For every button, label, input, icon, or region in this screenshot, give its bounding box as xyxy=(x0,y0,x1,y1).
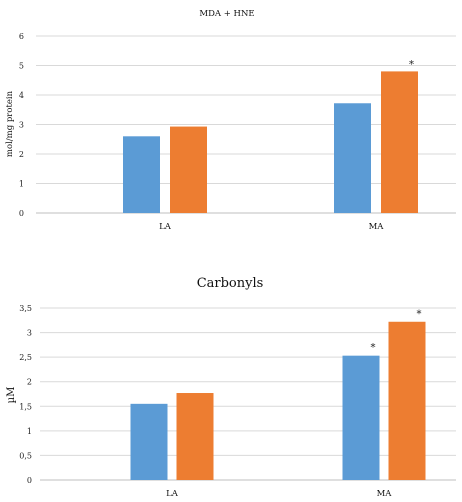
y-tick-label: 2 xyxy=(27,378,32,387)
bars xyxy=(130,321,426,480)
bar-ma-series-2 xyxy=(381,71,418,214)
y-axis-label: mol/mg protein xyxy=(5,90,15,157)
category-label: MA xyxy=(369,222,385,232)
y-tick-label: 2,5 xyxy=(19,353,32,362)
y-axis-label: µM xyxy=(6,387,17,404)
category-labels: LA MA xyxy=(166,489,392,499)
y-tick-label: 2 xyxy=(19,150,24,159)
annotations: * xyxy=(409,59,414,70)
gridlines xyxy=(40,307,456,481)
category-label: LA xyxy=(166,489,179,499)
y-tick-label: 4 xyxy=(19,91,24,100)
bar-la-series-2 xyxy=(176,393,214,480)
y-tick-label: 3 xyxy=(27,329,32,338)
bar-ma-series-1 xyxy=(334,103,371,213)
y-tick-label: 3 xyxy=(19,121,24,130)
y-tick-label: 0 xyxy=(19,209,24,218)
bar-la-series-1 xyxy=(123,136,160,213)
bars xyxy=(123,71,418,214)
bar-ma-series-1 xyxy=(342,355,380,480)
bar-la-series-2 xyxy=(170,126,207,213)
significance-marker: * xyxy=(409,59,414,70)
significance-marker: * xyxy=(371,343,376,354)
bar-la-series-1 xyxy=(130,403,168,480)
y-tick-label: 1 xyxy=(19,180,24,189)
y-tick-labels: 0 0,5 1 1,5 2 2,5 3 3,5 xyxy=(19,304,32,485)
y-tick-label: 1,5 xyxy=(19,402,32,411)
annotations: ** xyxy=(371,309,422,354)
significance-marker: * xyxy=(417,309,422,320)
y-tick-label: 6 xyxy=(19,32,24,41)
chart-title: Carbonyls xyxy=(197,276,264,291)
y-tick-label: 1 xyxy=(27,427,32,436)
chart-carbonyls: Carbonyls µM 00,511,522,533,5 LA MA ** xyxy=(6,276,456,499)
y-tick-label: 0 xyxy=(27,476,32,485)
gridlines xyxy=(36,35,456,214)
y-tick-labels: 0 1 2 3 4 5 6 xyxy=(19,32,24,218)
category-label: MA xyxy=(377,489,393,499)
y-tick-label: 3,5 xyxy=(19,304,32,313)
chart-title: MDA + HNE xyxy=(199,9,254,19)
category-label: LA xyxy=(159,222,172,232)
chart-mda-hne: MDA + HNE mol/mg protein 0 1 2 3 4 5 6 LA MA * xyxy=(5,9,456,232)
y-tick-label: 5 xyxy=(19,62,24,71)
bar-ma-series-2 xyxy=(388,321,426,480)
category-labels: LA MA xyxy=(159,222,384,232)
y-tick-label: 0,5 xyxy=(19,451,32,460)
